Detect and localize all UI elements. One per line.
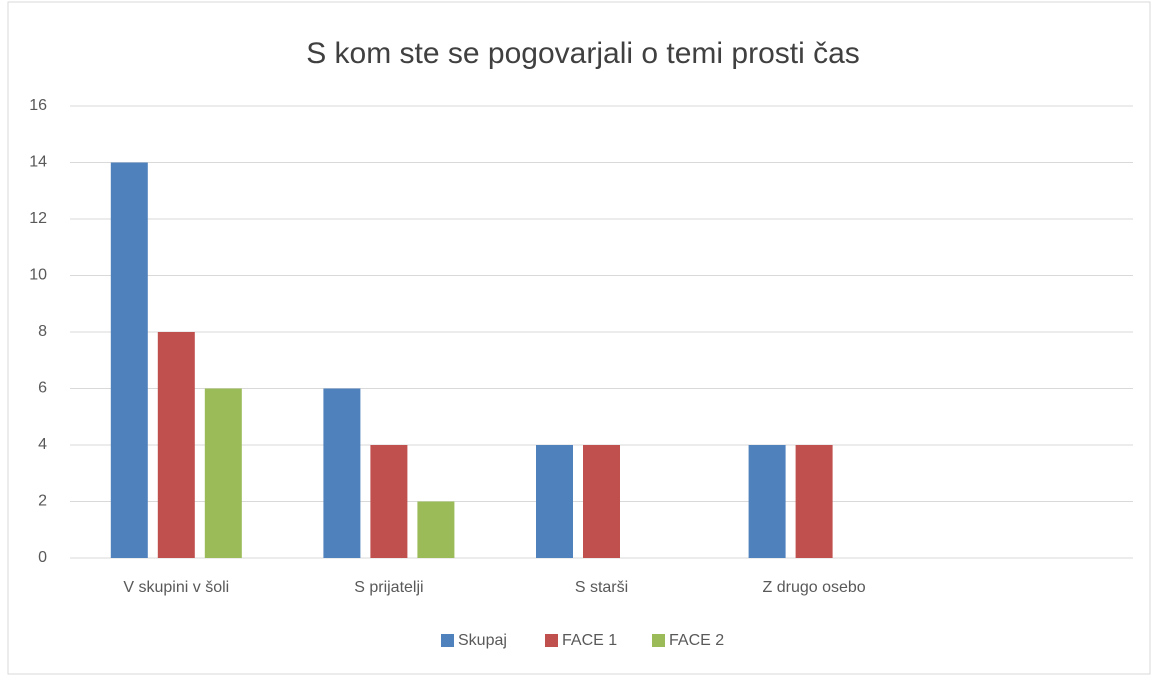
x-tick-label: V skupini v šoli <box>123 579 229 596</box>
legend-label: Skupaj <box>458 632 507 649</box>
bar <box>748 445 786 558</box>
bar <box>157 332 195 558</box>
y-tick-label: 8 <box>38 323 47 340</box>
y-tick-label: 16 <box>29 97 47 114</box>
x-tick-label: S starši <box>575 579 628 596</box>
chart-title: S kom ste se pogovarjali o temi prosti č… <box>306 37 860 70</box>
legend-swatch <box>545 634 558 647</box>
legend-label: FACE 2 <box>669 632 724 649</box>
y-tick-label: 4 <box>38 436 47 453</box>
chart-frame <box>7 1 1151 675</box>
bar <box>417 501 455 558</box>
legend-swatch <box>652 634 665 647</box>
y-tick-label: 6 <box>38 380 47 397</box>
bar <box>323 388 361 558</box>
legend-label: FACE 1 <box>562 632 617 649</box>
bar <box>204 388 242 558</box>
bar <box>583 445 620 558</box>
y-tick-label: 0 <box>38 549 47 566</box>
bar <box>536 445 573 558</box>
x-tick-label: Z drugo osebo <box>763 579 866 596</box>
y-tick-label: 14 <box>29 154 47 171</box>
bar <box>370 445 408 558</box>
y-tick-label: 10 <box>29 267 47 284</box>
bar <box>795 445 833 558</box>
x-tick-label: S prijatelji <box>354 579 423 596</box>
legend-swatch <box>441 634 454 647</box>
y-tick-label: 12 <box>29 210 47 227</box>
bar <box>110 162 148 558</box>
y-tick-label: 2 <box>38 493 47 510</box>
